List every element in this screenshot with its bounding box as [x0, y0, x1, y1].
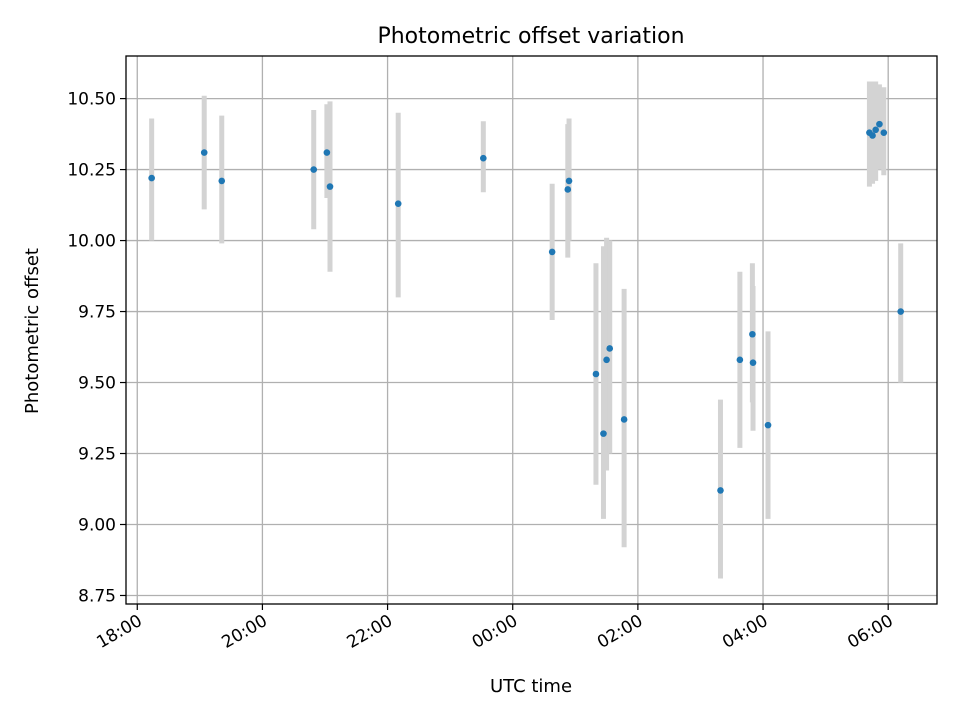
data-point	[200, 149, 208, 156]
x-axis-ticks: 18:00 20:00 22:00 00:00 02:00 04:00 06:00	[93, 604, 897, 653]
data-point	[876, 120, 883, 128]
data-point	[218, 177, 226, 185]
data-point	[310, 166, 318, 173]
data-point	[592, 370, 600, 378]
data-point	[764, 421, 772, 429]
x-tick-label: 00:00	[469, 611, 521, 653]
data-point	[869, 132, 876, 139]
data-point	[564, 186, 572, 193]
y-tick-label: 9.75	[78, 303, 116, 323]
plot-frame	[125, 55, 938, 605]
data-point	[480, 154, 487, 162]
x-tick-label: 06:00	[844, 611, 896, 653]
data-point	[548, 248, 556, 256]
x-tick-label: 04:00	[719, 611, 771, 653]
y-axis-label: Photometric offset	[22, 248, 43, 414]
data-point	[736, 356, 744, 364]
y-axis-ticks: 8.75 9.00 9.25 9.50 9.75 10.00 10.25 10.50	[67, 90, 126, 606]
data-point	[600, 430, 607, 437]
chart-title: Photometric offset variation	[377, 24, 684, 49]
data-point	[749, 359, 757, 366]
data-point	[326, 183, 334, 190]
data-point	[872, 126, 879, 134]
y-tick-label: 10.50	[67, 90, 116, 110]
y-tick-label: 9.50	[78, 374, 116, 394]
x-tick-label: 22:00	[344, 611, 396, 653]
x-tick-label: 18:00	[93, 611, 145, 653]
data-point	[394, 200, 402, 207]
y-tick-label: 10.25	[67, 161, 116, 181]
data-point	[749, 330, 756, 338]
data-point	[880, 129, 888, 136]
data-point	[717, 487, 724, 494]
data-point	[323, 149, 331, 156]
y-tick-label: 8.75	[78, 586, 116, 606]
data-points	[148, 120, 905, 494]
x-tick-label: 02:00	[594, 611, 646, 653]
x-axis-label: UTC time	[490, 676, 572, 697]
data-point	[897, 308, 905, 315]
data-point	[603, 356, 610, 364]
x-tick-label: 20:00	[218, 611, 270, 653]
data-point	[148, 174, 155, 182]
error-bars	[149, 81, 904, 579]
y-tick-label: 9.00	[78, 515, 116, 535]
grid-lines	[126, 56, 937, 604]
y-tick-label: 10.00	[67, 232, 116, 252]
data-point	[606, 345, 614, 352]
y-tick-label: 9.25	[78, 445, 116, 465]
data-point	[620, 416, 628, 423]
data-point	[565, 177, 573, 185]
